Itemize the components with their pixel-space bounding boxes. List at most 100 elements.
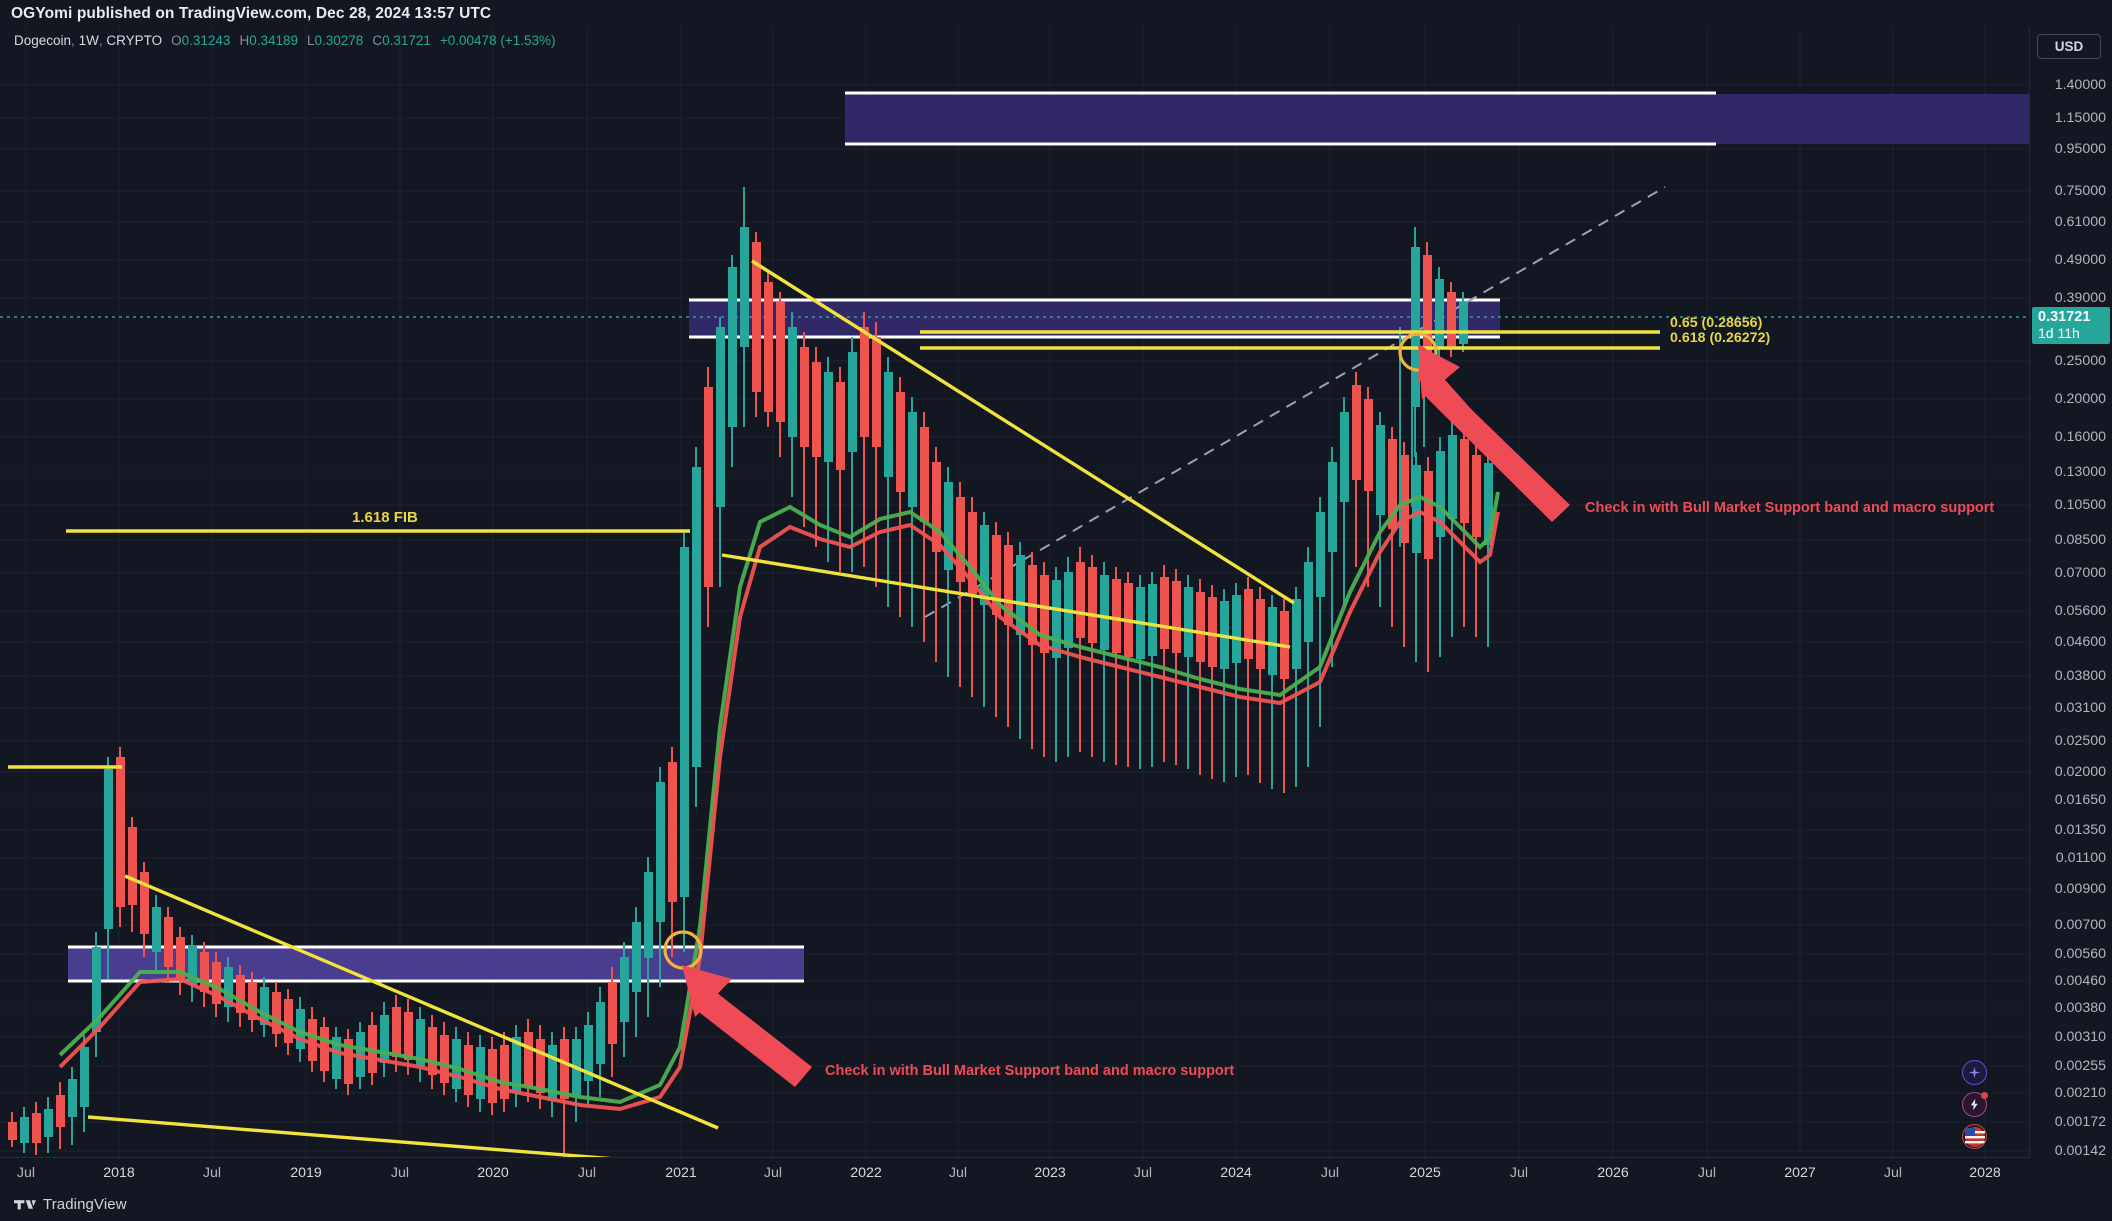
tradingview-brand-text: TradingView	[43, 1195, 127, 1213]
ai-assistant-button[interactable]	[1962, 1060, 1987, 1085]
price-tick: 0.10500	[2054, 497, 2106, 513]
price-axis[interactable]: USD 1.40000 1.15000 0.95000 0.75000 0.61…	[2029, 27, 2112, 1159]
publication-header: OGYomi published on TradingView.com, Dec…	[0, 0, 2112, 27]
time-tick: 2018	[103, 1165, 135, 1181]
time-tick: 2028	[1969, 1165, 2001, 1181]
legend-close-label: C	[372, 33, 383, 48]
time-tick: 2026	[1597, 1165, 1629, 1181]
tradingview-mark-icon	[14, 1199, 36, 1209]
price-tick: 0.05600	[2054, 603, 2106, 619]
horizontal-gridlines	[0, 84, 2030, 1152]
annotation-arrow-lower	[682, 965, 812, 1087]
legend-sep-1: ,	[71, 33, 79, 48]
price-tick: 0.00900	[2054, 881, 2106, 897]
price-tick: 0.01650	[2054, 792, 2106, 808]
descending-support-2018	[87, 1115, 612, 1157]
sparkle-icon	[1968, 1066, 1981, 1079]
price-tick: 0.07000	[2054, 565, 2106, 581]
chart-legend: Dogecoin , 1W , CRYPTO O0.31243 H0.34189…	[14, 33, 555, 48]
chart-canvas	[0, 27, 2030, 1157]
legend-high-value: 0.34189	[249, 33, 298, 48]
price-tick: 0.61000	[2054, 214, 2106, 230]
legend-high-label: H	[239, 33, 250, 48]
price-tick: 0.00460	[2054, 973, 2106, 989]
price-tick: 0.00142	[2054, 1143, 2106, 1159]
price-tick: 0.39000	[2054, 290, 2106, 306]
time-tick: Jul	[1133, 1165, 1153, 1181]
descending-resistance-2021	[751, 259, 1295, 605]
time-tick: 2027	[1784, 1165, 1816, 1181]
legend-interval[interactable]: 1W	[78, 33, 99, 48]
price-tick: 0.02500	[2054, 733, 2106, 749]
price-tick: 0.00210	[2054, 1085, 2106, 1101]
floating-button-stack[interactable]	[1962, 1060, 1988, 1149]
legend-change: +0.00478 (+1.53%)	[439, 33, 556, 48]
time-tick: 2024	[1220, 1165, 1252, 1181]
price-tick: 0.20000	[2054, 391, 2106, 407]
time-tick: Jul	[202, 1165, 222, 1181]
price-tick: 1.40000	[2054, 77, 2106, 93]
legend-low: L0.30278	[307, 33, 363, 48]
legend-open-value: 0.31243	[181, 33, 231, 48]
descending-resistance-2018	[124, 874, 719, 1130]
legend-low-value: 0.30278	[314, 33, 364, 48]
price-tick: 0.00172	[2054, 1114, 2106, 1130]
price-tick: 0.04600	[2054, 634, 2106, 650]
time-tick: Jul	[1697, 1165, 1717, 1181]
annotation-note-lower: Check in with Bull Market Support band a…	[825, 1063, 1235, 1079]
time-tick: Jul	[1320, 1165, 1340, 1181]
time-tick: 2025	[1409, 1165, 1441, 1181]
current-price-value: 0.31721	[2038, 309, 2091, 325]
legend-symbol[interactable]: Dogecoin	[14, 33, 72, 48]
annotation-note-upper: Check in with Bull Market Support band a…	[1585, 500, 1995, 516]
legend-close-value: 0.31721	[382, 33, 431, 48]
time-tick: Jul	[577, 1165, 597, 1181]
fib-0618-label: 0.618 (0.26272)	[1670, 330, 1771, 346]
legend-open: O0.31243	[171, 33, 230, 48]
lightning-bolt-icon	[1970, 1098, 1978, 1111]
legend-exchange: CRYPTO	[106, 33, 163, 48]
price-tick: 0.75000	[2054, 183, 2106, 199]
us-flag-icon	[1964, 1126, 1985, 1147]
checkin-marker-2024	[1398, 332, 1438, 372]
currency-badge[interactable]: USD	[2037, 34, 2101, 59]
fib-1618-label: 1.618 FIB	[352, 509, 418, 526]
publication-text: OGYomi published on TradingView.com, Dec…	[11, 4, 492, 22]
alerts-button[interactable]	[1962, 1092, 1988, 1117]
tradingview-logo[interactable]: TradingView	[14, 1196, 127, 1213]
descending-support-2021	[721, 553, 1291, 649]
chart-plot-area[interactable]: 1.618 FIB 0.65 (0.28656) 0.618 (0.26272)…	[0, 27, 2030, 1157]
time-axis[interactable]: Jul 2018 Jul 2019 Jul 2020 Jul 2021 Jul …	[0, 1157, 2030, 1188]
price-tick: 0.49000	[2054, 252, 2106, 268]
bull-market-support-band	[58, 491, 1500, 1112]
time-tick: 2022	[850, 1165, 882, 1181]
price-tick: 0.25000	[2054, 353, 2106, 369]
price-tick: 1.15000	[2054, 110, 2106, 126]
time-tick: 2019	[290, 1165, 322, 1181]
price-tick: 0.08500	[2054, 532, 2106, 548]
price-tick: 0.00310	[2054, 1029, 2106, 1045]
legend-sep-2: ,	[98, 33, 107, 48]
price-tick: 0.01100	[2055, 850, 2106, 866]
time-tick: Jul	[1883, 1165, 1903, 1181]
legend-high: H0.34189	[239, 33, 298, 48]
legend-low-label: L	[307, 33, 315, 48]
time-tick: Jul	[390, 1165, 410, 1181]
price-tick: 0.95000	[2054, 141, 2106, 157]
current-price-badge[interactable]: 0.31721 1d 11h	[2032, 307, 2110, 344]
time-tick: 2023	[1034, 1165, 1066, 1181]
price-tick: 0.01350	[2054, 822, 2106, 838]
price-tick: 0.00700	[2054, 917, 2106, 933]
price-tick: 0.13000	[2054, 464, 2106, 480]
price-tick: 0.02000	[2054, 764, 2106, 780]
price-tick: 0.00255	[2054, 1058, 2106, 1074]
bar-countdown: 1d 11h	[2038, 325, 2080, 341]
region-button[interactable]	[1962, 1124, 1987, 1149]
price-tick: 0.03100	[2054, 700, 2106, 716]
price-tick: 0.00560	[2054, 946, 2106, 962]
macro-resistance-band[interactable]	[845, 91, 2030, 146]
time-tick: Jul	[763, 1165, 783, 1181]
time-tick: Jul	[1509, 1165, 1529, 1181]
price-tick: 0.03800	[2054, 668, 2106, 684]
annotation-arrow-upper	[1418, 345, 1570, 522]
